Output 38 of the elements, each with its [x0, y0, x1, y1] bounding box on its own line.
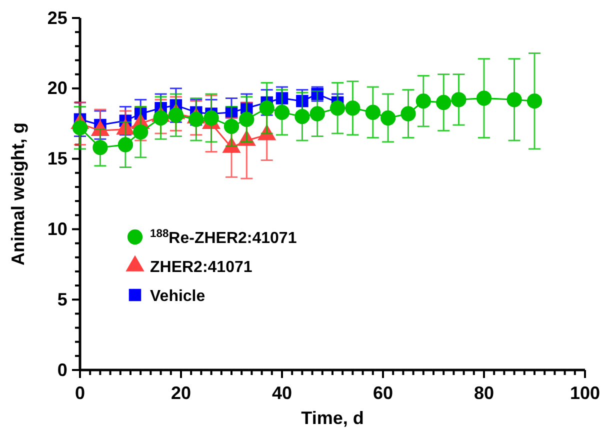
y-tick-label: 10 [47, 218, 68, 239]
point [274, 104, 290, 120]
x-tick-label: 20 [170, 382, 192, 403]
point [224, 118, 240, 134]
y-tick-label: 0 [57, 360, 68, 380]
point [259, 100, 274, 116]
point [416, 94, 431, 109]
x-axis-title: Time, d [301, 408, 364, 428]
y-tick-label: 5 [57, 289, 68, 310]
x-tick-label: 60 [372, 382, 394, 403]
point [345, 100, 360, 116]
x-tick-label: 40 [272, 382, 292, 403]
x-tick-label: 0 [74, 382, 86, 403]
x-tick-label: 80 [474, 382, 494, 403]
y-axis-title: Animal weight, g [8, 122, 28, 266]
point [506, 92, 522, 108]
point [451, 92, 466, 108]
y-tick-label: 25 [47, 8, 68, 28]
point [436, 94, 452, 110]
point [365, 104, 380, 120]
point [72, 120, 88, 136]
point [476, 90, 492, 106]
point [92, 140, 108, 156]
point [400, 106, 416, 122]
point [133, 124, 148, 140]
legend-label: Vehicle [150, 288, 206, 305]
legend-label: $^{188}$Re-ZHER2:41071 [150, 228, 297, 247]
y-tick-label: 20 [47, 78, 68, 98]
point [294, 109, 310, 124]
point [380, 110, 396, 126]
point [118, 137, 134, 152]
point [204, 110, 219, 126]
legend-label: ZHER2:41071 [150, 259, 252, 276]
point [310, 106, 325, 122]
y-tick-label: 15 [47, 148, 68, 169]
x-tick-label: 100 [570, 382, 600, 403]
point [526, 94, 542, 109]
point [239, 112, 254, 127]
